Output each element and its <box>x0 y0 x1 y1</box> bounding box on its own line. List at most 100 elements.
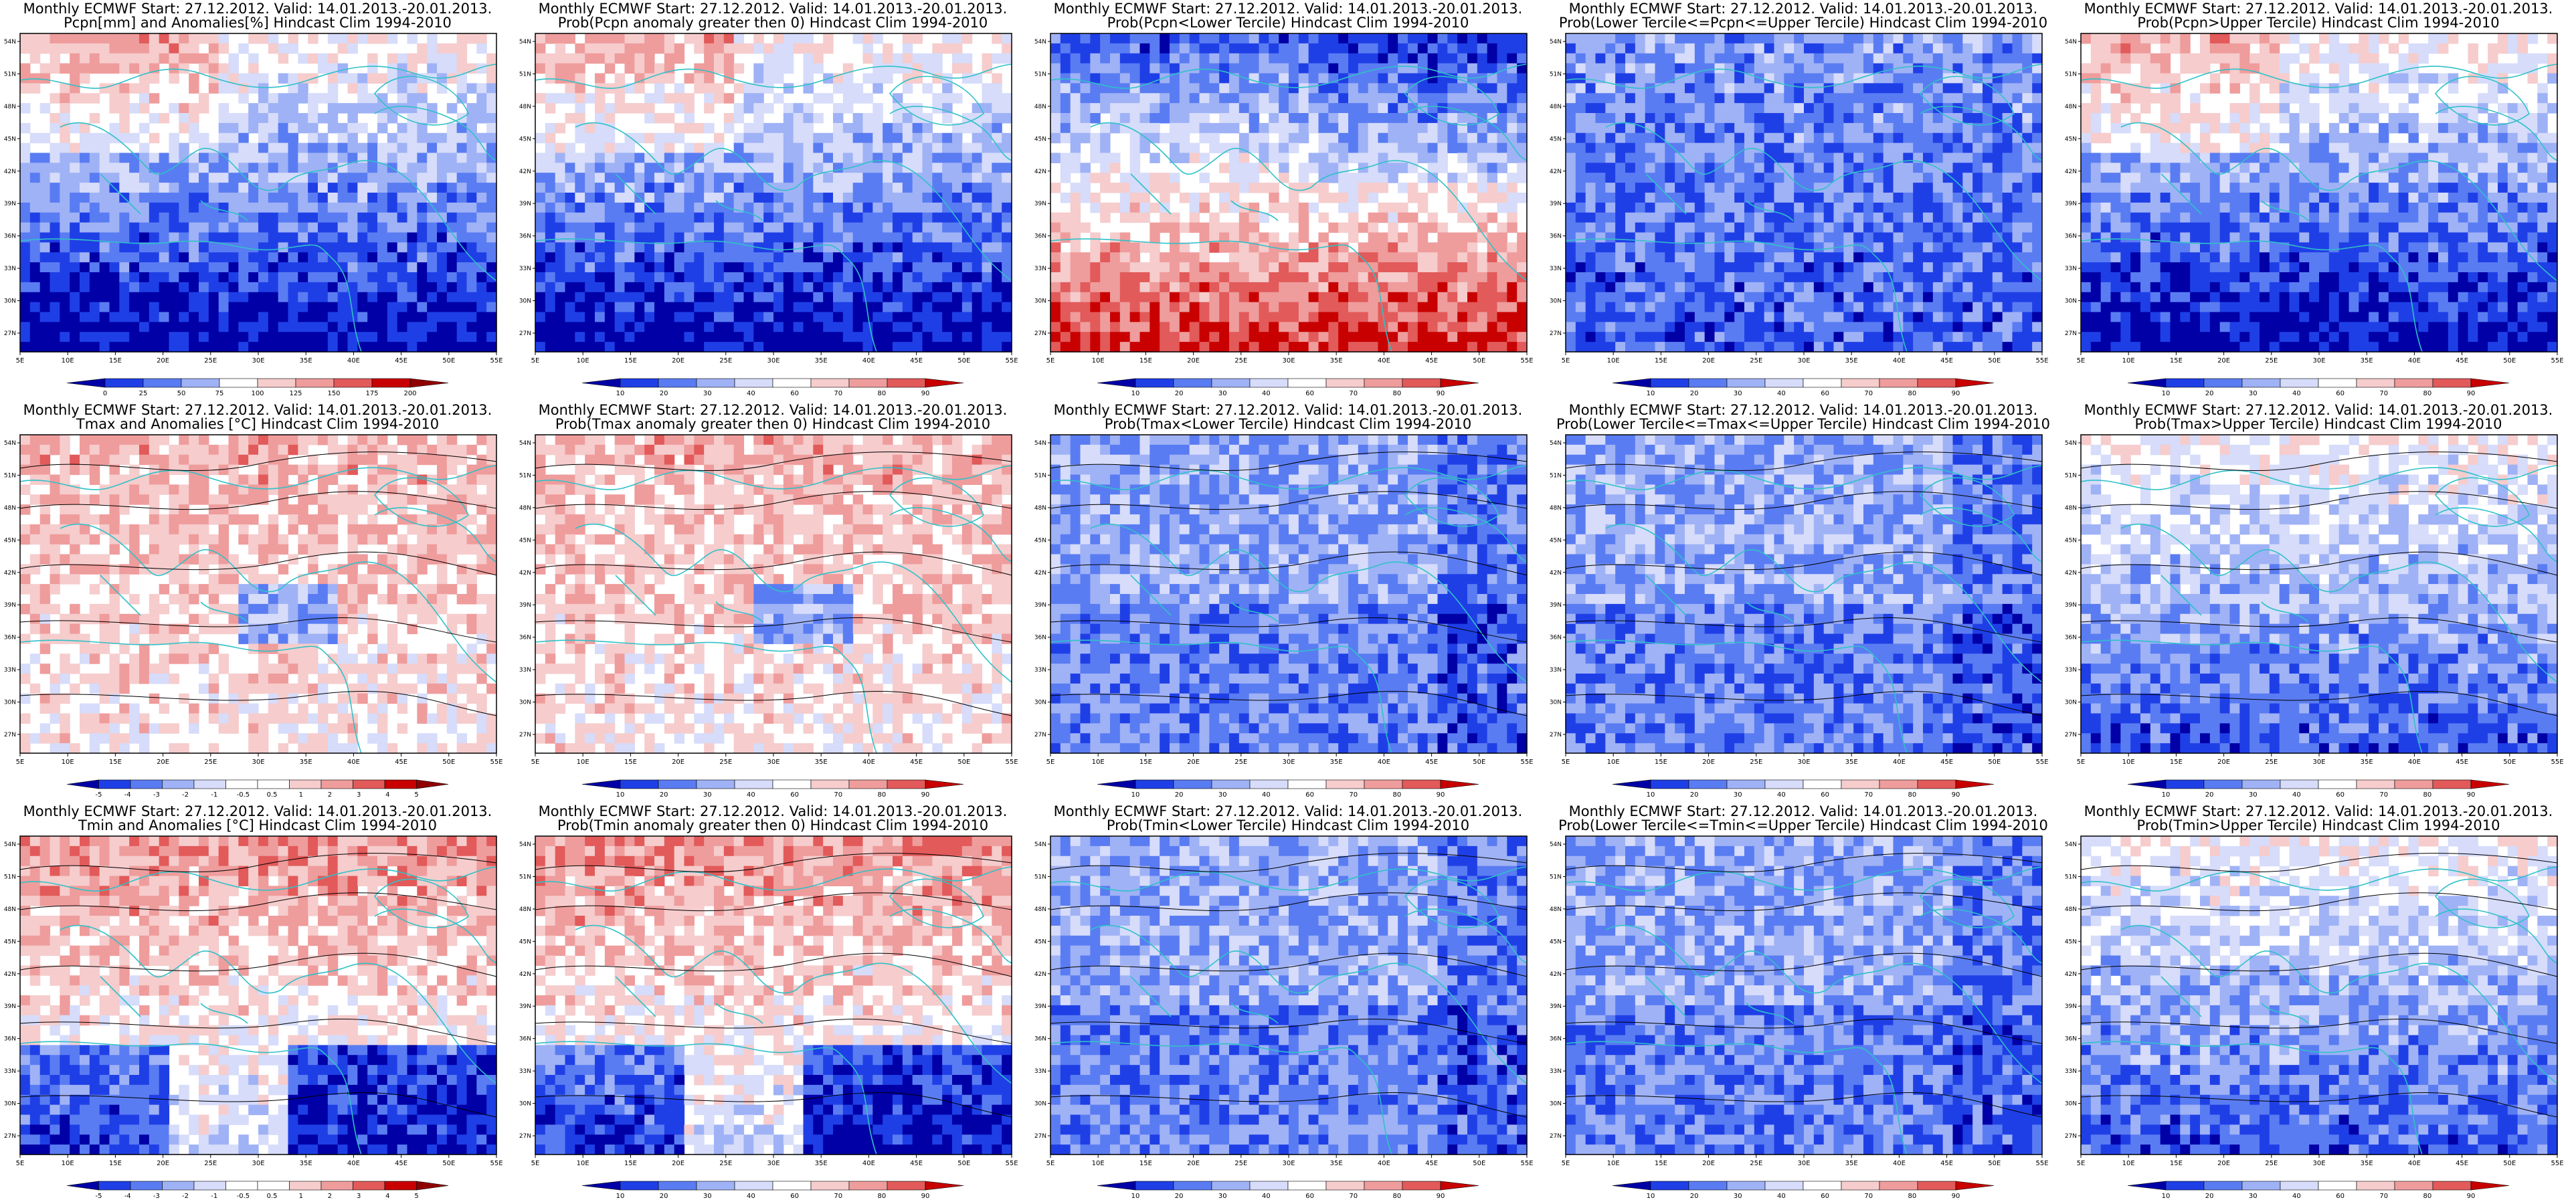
lon-tick-label: 20E <box>672 759 684 766</box>
legend-label: -4 <box>124 791 131 799</box>
isotherm-contours <box>1050 452 1528 716</box>
lat-tick-label: 51N <box>1034 71 1046 78</box>
lon-tick-label: 30E <box>1797 759 1810 766</box>
lat-tick-label: 45N <box>1550 537 1562 544</box>
legend-label: 20 <box>2205 791 2214 799</box>
lat-tick-label: 42N <box>1550 570 1562 577</box>
lon-tick-label: 45E <box>395 1160 407 1167</box>
lon-tick-label: 10E <box>62 357 74 365</box>
panel-title-line2: Prob(Tmax anomaly greater then 0) Hindca… <box>515 417 1030 431</box>
lat-tick-label: 54N <box>2065 440 2077 447</box>
color-legend: 10 20 30 40 60 70 80 90 <box>1097 779 1479 799</box>
map-axes: 5E 10E 15E 20E 25E 30E 35E 40E 45E 50E 55E 54N 51N 48… <box>519 440 1018 766</box>
lon-tick-label: 30E <box>252 1160 264 1167</box>
lat-tick-label: 51N <box>4 71 16 78</box>
lat-tick-label: 36N <box>519 1036 531 1043</box>
lat-tick-label: 42N <box>2065 971 2077 978</box>
lat-tick-label: 33N <box>2065 1068 2077 1075</box>
lon-tick-label: 45E <box>1425 357 1438 365</box>
lon-tick-label: 55E <box>490 357 502 365</box>
shaded-field <box>20 33 497 353</box>
legend-label: 20 <box>1175 1193 1184 1200</box>
lon-tick-label: 15E <box>109 759 122 766</box>
lon-tick-label: 5E <box>16 357 25 365</box>
legend-label: 30 <box>703 1193 712 1200</box>
panel-title-line2: Prob(Lower Tercile<=Tmin<=Upper Tercile)… <box>1546 818 2061 833</box>
panel-title-line2: Prob(Tmin>Upper Tercile) Hindcast Clim 1… <box>2061 818 2576 833</box>
legend-label: -5 <box>96 791 102 799</box>
color-legend: -5 -4 -3 -2 -1 -0.5 0.5 1 2 3 4 5 <box>66 779 449 799</box>
legend-label: 80 <box>1392 1193 1401 1200</box>
map-svg: 5E 10E 15E 20E 25E 30E 35E 40E 45E 50E 55E 54N 51N 48… <box>1550 835 2049 1200</box>
lat-tick-label: 45N <box>519 537 531 544</box>
map-panel-pcpn-anom: 5E 10E 15E 20E 25E 30E 35E 40E 45E 50E 55E 54N 51N 48… <box>0 0 515 401</box>
map-axes: 5E 10E 15E 20E 25E 30E 35E 40E 45E 50E 55E 54N 51N 48… <box>1550 39 2049 365</box>
legend-label: 90 <box>2467 791 2476 799</box>
lat-tick-label: 51N <box>1034 472 1046 479</box>
lon-tick-label: 15E <box>1655 759 1667 766</box>
legend-label: 80 <box>1908 1193 1916 1200</box>
map-axes: 5E 10E 15E 20E 25E 30E 35E 40E 45E 50E 55E 54N 51N 48… <box>2065 39 2564 365</box>
legend-label: 40 <box>1777 390 1786 397</box>
map-panel-tmin-prob-lower: 5E 10E 15E 20E 25E 30E 35E 40E 45E 50E 55E 54N 51N 48… <box>1030 803 1546 1204</box>
legend-label: 20 <box>1690 1193 1699 1200</box>
lon-tick-label: 30E <box>1282 759 1295 766</box>
legend-label: 40 <box>2292 1193 2301 1200</box>
legend-label: 10 <box>1647 791 1655 799</box>
legend-label: 10 <box>1131 390 1140 397</box>
legend-label: 20 <box>2205 390 2214 397</box>
panel-title-line1: Monthly ECMWF Start: 27.12.2012. Valid: … <box>2061 804 2576 819</box>
coastline <box>535 64 1012 353</box>
lat-tick-label: 39N <box>1550 201 1562 207</box>
lon-tick-label: 15E <box>2170 759 2183 766</box>
lon-tick-label: 15E <box>1139 759 1152 766</box>
legend-label: 40 <box>1777 1193 1786 1200</box>
lon-tick-label: 5E <box>1046 357 1055 365</box>
panel-title-line2: Prob(Pcpn>Upper Tercile) Hindcast Clim 1… <box>2061 15 2576 30</box>
coastline <box>19 64 497 353</box>
legend-label: 10 <box>616 791 625 799</box>
panel-title-line2: Prob(Pcpn<Lower Tercile) Hindcast Clim 1… <box>1030 15 1546 30</box>
legend-label: 20 <box>1175 390 1184 397</box>
panel-title-line1: Monthly ECMWF Start: 27.12.2012. Valid: … <box>515 1 1030 16</box>
map-svg: 5E 10E 15E 20E 25E 30E 35E 40E 45E 50E 55E 54N 51N 48… <box>1034 835 1534 1200</box>
lon-tick-label: 20E <box>1702 1160 1715 1167</box>
legend-label: 80 <box>1392 390 1401 397</box>
legend-label: 40 <box>1262 791 1271 799</box>
legend-label: 70 <box>1349 1193 1358 1200</box>
coastline <box>19 866 497 1155</box>
lon-tick-label: 25E <box>1750 759 1762 766</box>
legend-label: 60 <box>1821 390 1829 397</box>
legend-label: 2 <box>328 791 332 799</box>
lon-tick-label: 40E <box>862 357 875 365</box>
isotherm-contours <box>535 452 1012 716</box>
lon-tick-label: 55E <box>2035 357 2048 365</box>
lat-tick-label: 27N <box>1034 330 1046 337</box>
legend-label: 100 <box>251 390 264 397</box>
legend-label: 70 <box>2379 390 2388 397</box>
legend-label: 70 <box>1349 390 1358 397</box>
lon-tick-label: 25E <box>1750 1160 1762 1167</box>
panel-title-line1: Monthly ECMWF Start: 27.12.2012. Valid: … <box>1030 403 1546 417</box>
coastline <box>1050 64 1528 353</box>
map-svg: 5E 10E 15E 20E 25E 30E 35E 40E 45E 50E 55E 54N 51N 48… <box>2065 835 2564 1200</box>
lat-tick-label: 36N <box>2065 635 2077 641</box>
lat-tick-label: 42N <box>2065 169 2077 175</box>
lat-tick-label: 27N <box>4 330 16 337</box>
map-svg: 5E 10E 15E 20E 25E 30E 35E 40E 45E 50E 55E 54N 51N 48… <box>1550 33 2049 397</box>
panel-title-line1: Monthly ECMWF Start: 27.12.2012. Valid: … <box>515 804 1030 819</box>
lat-tick-label: 30N <box>1034 700 1046 706</box>
color-legend: 10 20 30 40 60 70 80 90 <box>1612 1181 1995 1200</box>
legend-label: 0 <box>103 390 107 397</box>
legend-label: -0.5 <box>237 1193 250 1200</box>
lat-tick-label: 48N <box>2065 906 2077 913</box>
map-svg: 5E 10E 15E 20E 25E 30E 35E 40E 45E 50E 55E 54N 51N 48… <box>2065 33 2564 397</box>
lat-tick-label: 30N <box>2065 298 2077 305</box>
legend-label: 10 <box>2162 1193 2171 1200</box>
lat-tick-label: 48N <box>1550 906 1562 913</box>
lon-tick-label: 20E <box>1702 357 1715 365</box>
shaded-field <box>535 33 1012 353</box>
legend-label: 80 <box>877 791 886 799</box>
map-panel-tmin-prob-pos: 5E 10E 15E 20E 25E 30E 35E 40E 45E 50E 55E 54N 51N 48… <box>515 803 1030 1204</box>
lat-tick-label: 45N <box>2065 537 2077 544</box>
